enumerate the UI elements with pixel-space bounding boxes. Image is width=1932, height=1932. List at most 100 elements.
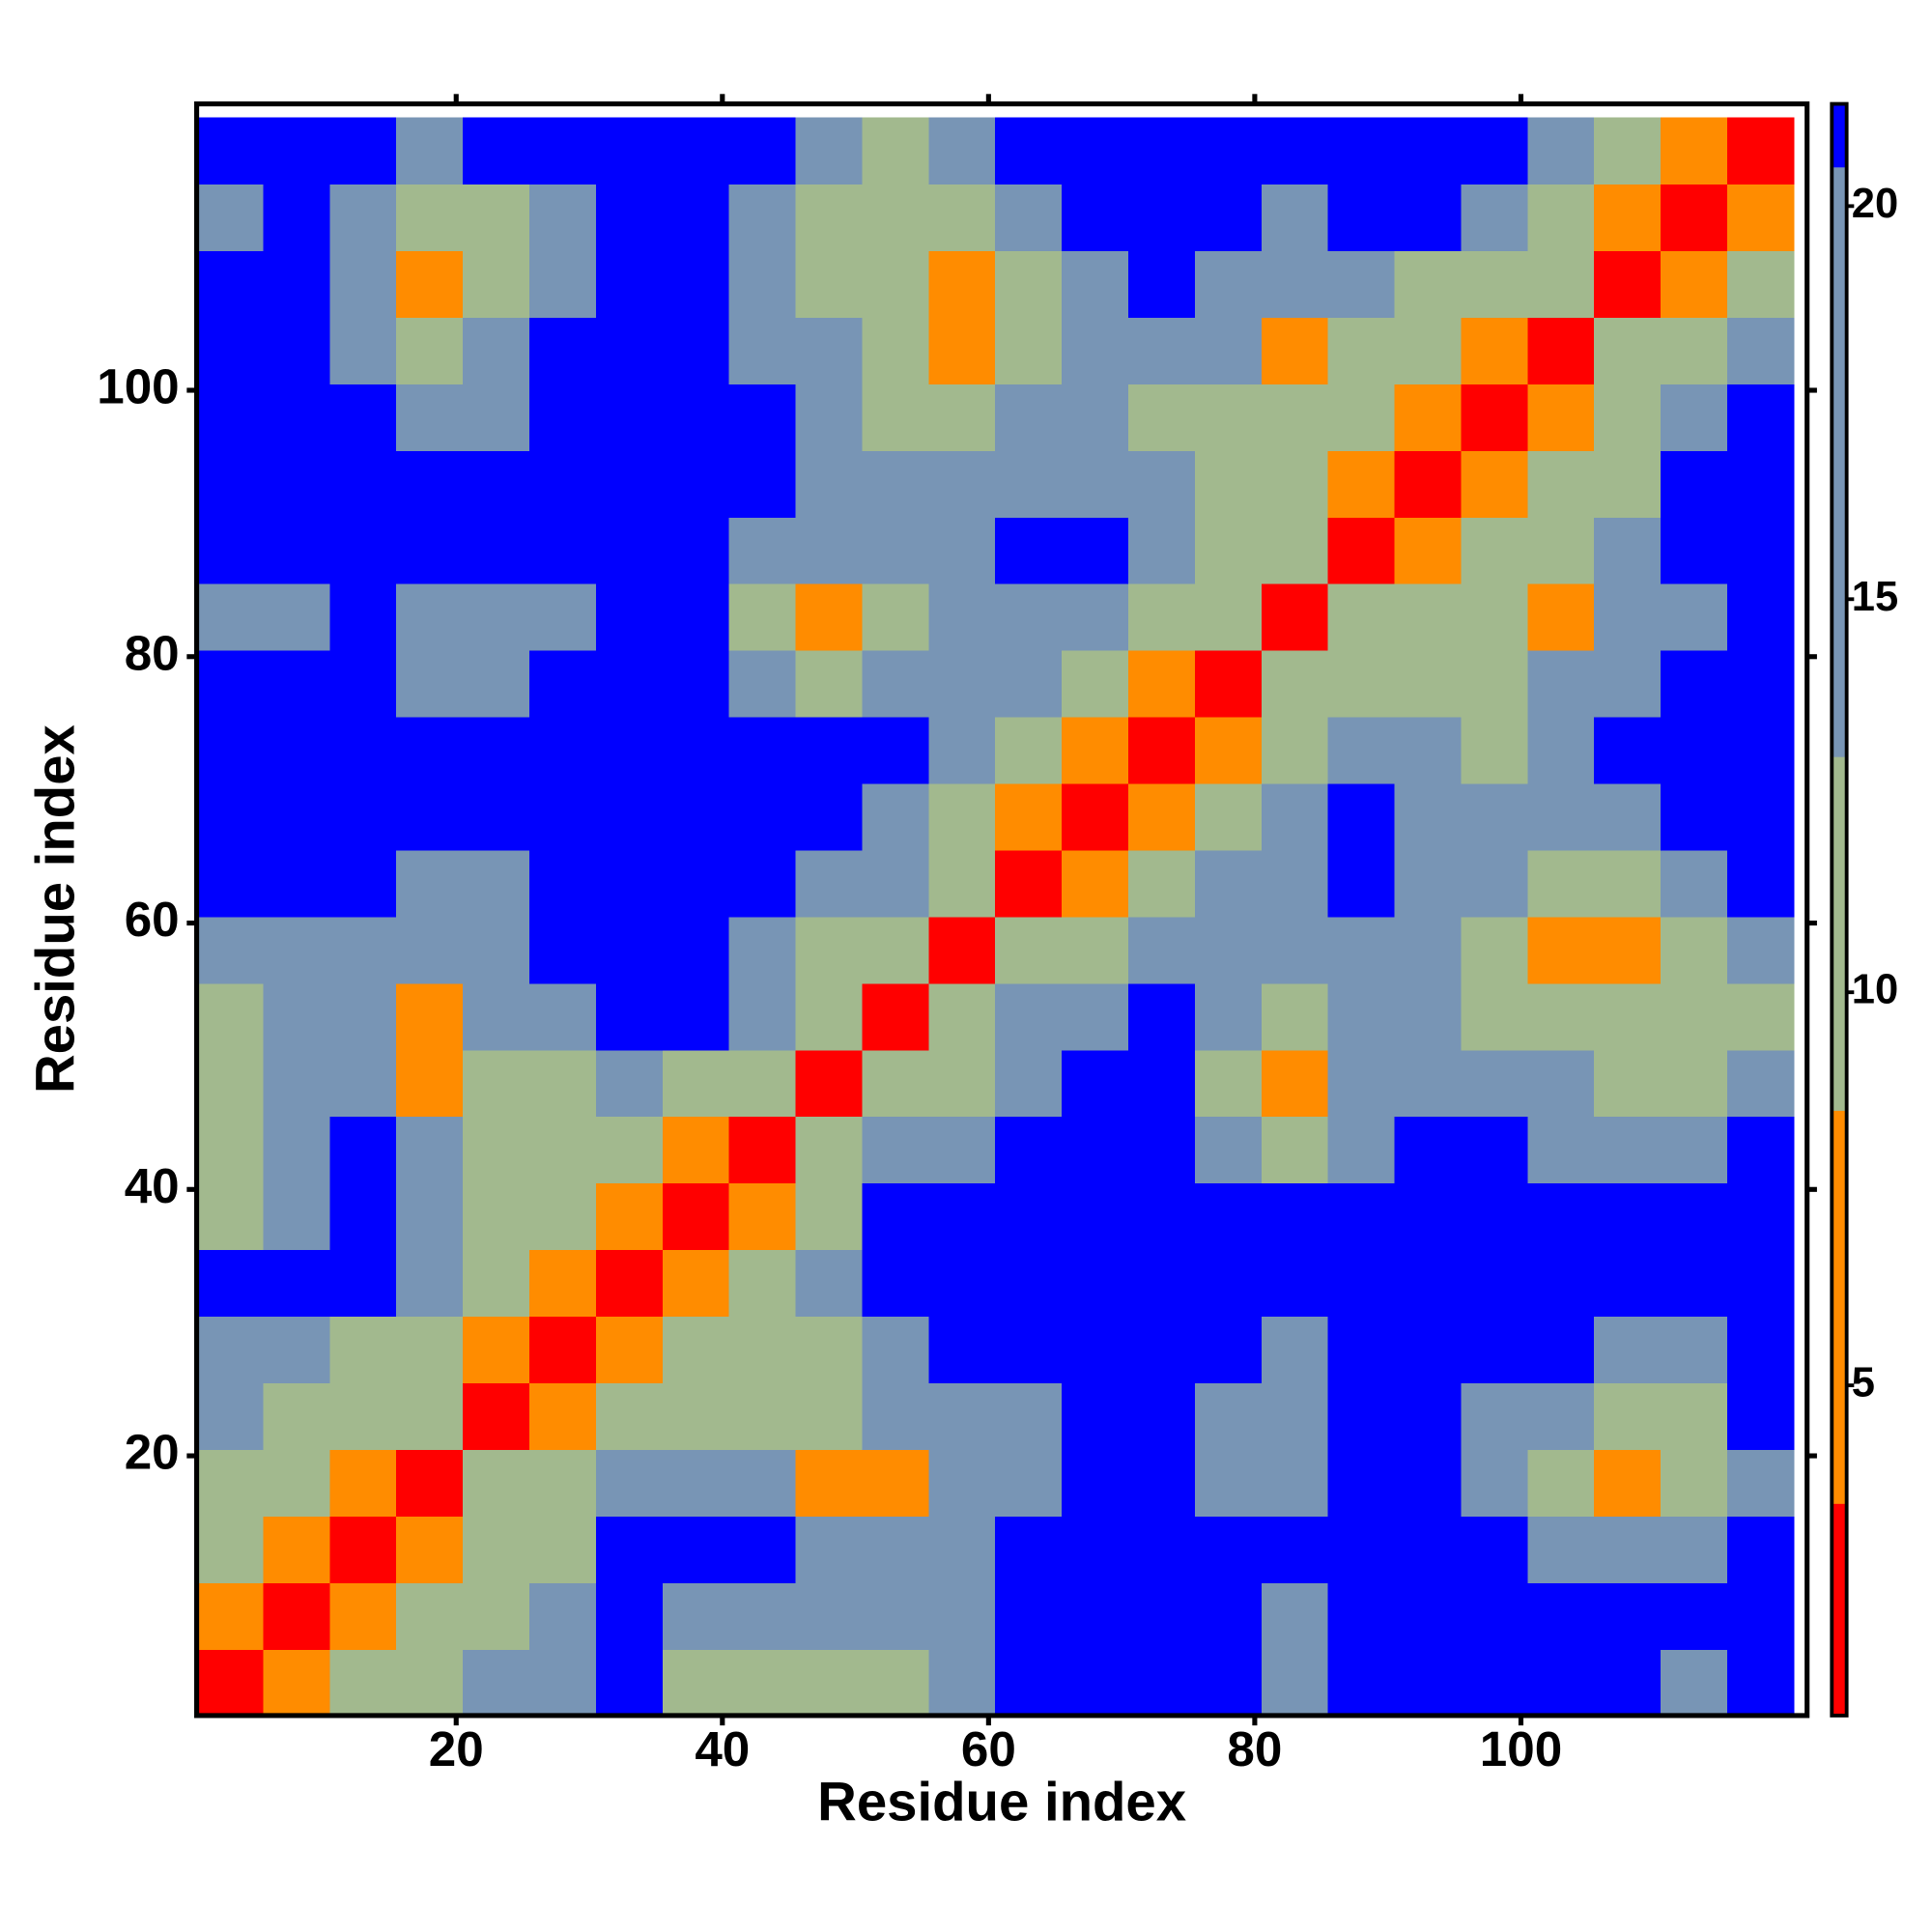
- heatmap-cell: [1062, 782, 1129, 851]
- heatmap-cell: [1062, 1049, 1129, 1118]
- heatmap-cell: [595, 1382, 664, 1450]
- heatmap-cell: [928, 1049, 997, 1118]
- heatmap-cell: [463, 782, 530, 851]
- heatmap-cell: [396, 1516, 464, 1583]
- heatmap-cell: [1128, 1449, 1196, 1517]
- heatmap-cell: [396, 1316, 464, 1383]
- heatmap-cell: [396, 1182, 464, 1251]
- heatmap-cell: [595, 916, 664, 984]
- heatmap-cell: [1261, 849, 1329, 918]
- heatmap-cell: [1594, 250, 1662, 318]
- heatmap-cell: [862, 1516, 930, 1583]
- heatmap-cell: [1261, 117, 1329, 185]
- heatmap-cell: [529, 117, 597, 185]
- heatmap-cell: [795, 1582, 864, 1650]
- heatmap-cell: [1128, 916, 1196, 984]
- heatmap-cell: [463, 982, 530, 1051]
- heatmap-cell: [196, 1182, 265, 1251]
- heatmap-cell: [1527, 317, 1596, 384]
- heatmap-cell: [1194, 250, 1263, 318]
- heatmap-cell: [263, 716, 331, 784]
- heatmap-cell: [595, 384, 664, 451]
- heatmap-cell: [1194, 317, 1263, 384]
- heatmap-cell: [1327, 384, 1396, 451]
- x-tick-label: 20: [429, 1721, 484, 1776]
- heatmap-cell: [1594, 849, 1662, 918]
- heatmap-cell: [995, 1049, 1063, 1118]
- heatmap-cell: [1194, 916, 1263, 984]
- heatmap-cell: [1727, 716, 1795, 784]
- heatmap-cell: [1062, 117, 1129, 185]
- heatmap-cell: [529, 1582, 597, 1650]
- heatmap-cell: [862, 982, 930, 1051]
- heatmap-cell: [1327, 516, 1396, 584]
- heatmap-cell: [595, 317, 664, 384]
- heatmap-cell: [1261, 582, 1329, 651]
- heatmap-cell: [1261, 1449, 1329, 1517]
- heatmap-cell: [1661, 250, 1728, 318]
- heatmap-cell: [1594, 384, 1662, 451]
- heatmap-cell: [995, 649, 1063, 718]
- heatmap-cell: [862, 184, 930, 251]
- heatmap-cell: [728, 516, 797, 584]
- heatmap-cell: [1727, 516, 1795, 584]
- heatmap-cell: [862, 1249, 930, 1318]
- colorbar-segment: [1832, 756, 1847, 1111]
- heatmap-cell: [728, 1116, 797, 1184]
- heatmap-cell: [1527, 1449, 1596, 1517]
- heatmap-cell: [263, 516, 331, 584]
- heatmap-cell: [263, 450, 331, 518]
- heatmap-cell: [196, 1449, 265, 1517]
- heatmap-cell: [1594, 782, 1662, 851]
- heatmap-cell: [463, 716, 530, 784]
- heatmap-cell: [1727, 782, 1795, 851]
- heatmap-cell: [928, 1648, 997, 1717]
- heatmap-cell: [862, 1116, 930, 1184]
- heatmap-cell: [728, 184, 797, 251]
- heatmap-cell: [1594, 1182, 1662, 1251]
- heatmap-cell: [995, 716, 1063, 784]
- heatmap-cell: [196, 384, 265, 451]
- heatmap-cell: [1128, 1316, 1196, 1383]
- heatmap-cell: [795, 1316, 864, 1383]
- heatmap-cell: [1727, 1449, 1795, 1517]
- heatmap-cell: [928, 317, 997, 384]
- heatmap-cell: [196, 1648, 265, 1717]
- heatmap-cell: [1527, 384, 1596, 451]
- heatmap-cell: [1594, 1382, 1662, 1450]
- heatmap-cell: [263, 384, 331, 451]
- heatmap-cell: [396, 117, 464, 185]
- heatmap-cell: [1261, 916, 1329, 984]
- heatmap-cell: [728, 782, 797, 851]
- heatmap-cell: [1594, 317, 1662, 384]
- heatmap-cell: [595, 849, 664, 918]
- heatmap-cell: [529, 782, 597, 851]
- heatmap-cell: [795, 582, 864, 651]
- heatmap-cell: [1327, 184, 1396, 251]
- heatmap-cell: [728, 1648, 797, 1717]
- heatmap-cell: [263, 782, 331, 851]
- heatmap-cell: [1461, 1449, 1529, 1517]
- heatmap-cell: [728, 1582, 797, 1650]
- heatmap-cell: [1128, 716, 1196, 784]
- heatmap-cell: [795, 982, 864, 1051]
- heatmap-cell: [1461, 716, 1529, 784]
- heatmap-cell: [662, 716, 730, 784]
- heatmap-cell: [1594, 649, 1662, 718]
- heatmap-cell: [1527, 849, 1596, 918]
- heatmap-cell: [662, 516, 730, 584]
- heatmap-cell: [1527, 982, 1596, 1051]
- heatmap-cell: [1194, 716, 1263, 784]
- heatmap-cell: [1261, 1316, 1329, 1383]
- heatmap-cell: [995, 582, 1063, 651]
- heatmap-cell: [396, 582, 464, 651]
- heatmap-cell: [1527, 1382, 1596, 1450]
- heatmap-cell: [1594, 450, 1662, 518]
- heatmap-cell: [1461, 916, 1529, 984]
- heatmap-cell: [329, 1116, 398, 1184]
- heatmap-cell: [1594, 117, 1662, 185]
- heatmap-cell: [795, 1382, 864, 1450]
- colorbar-segment: [1832, 166, 1847, 757]
- heatmap-cell: [1394, 1249, 1463, 1318]
